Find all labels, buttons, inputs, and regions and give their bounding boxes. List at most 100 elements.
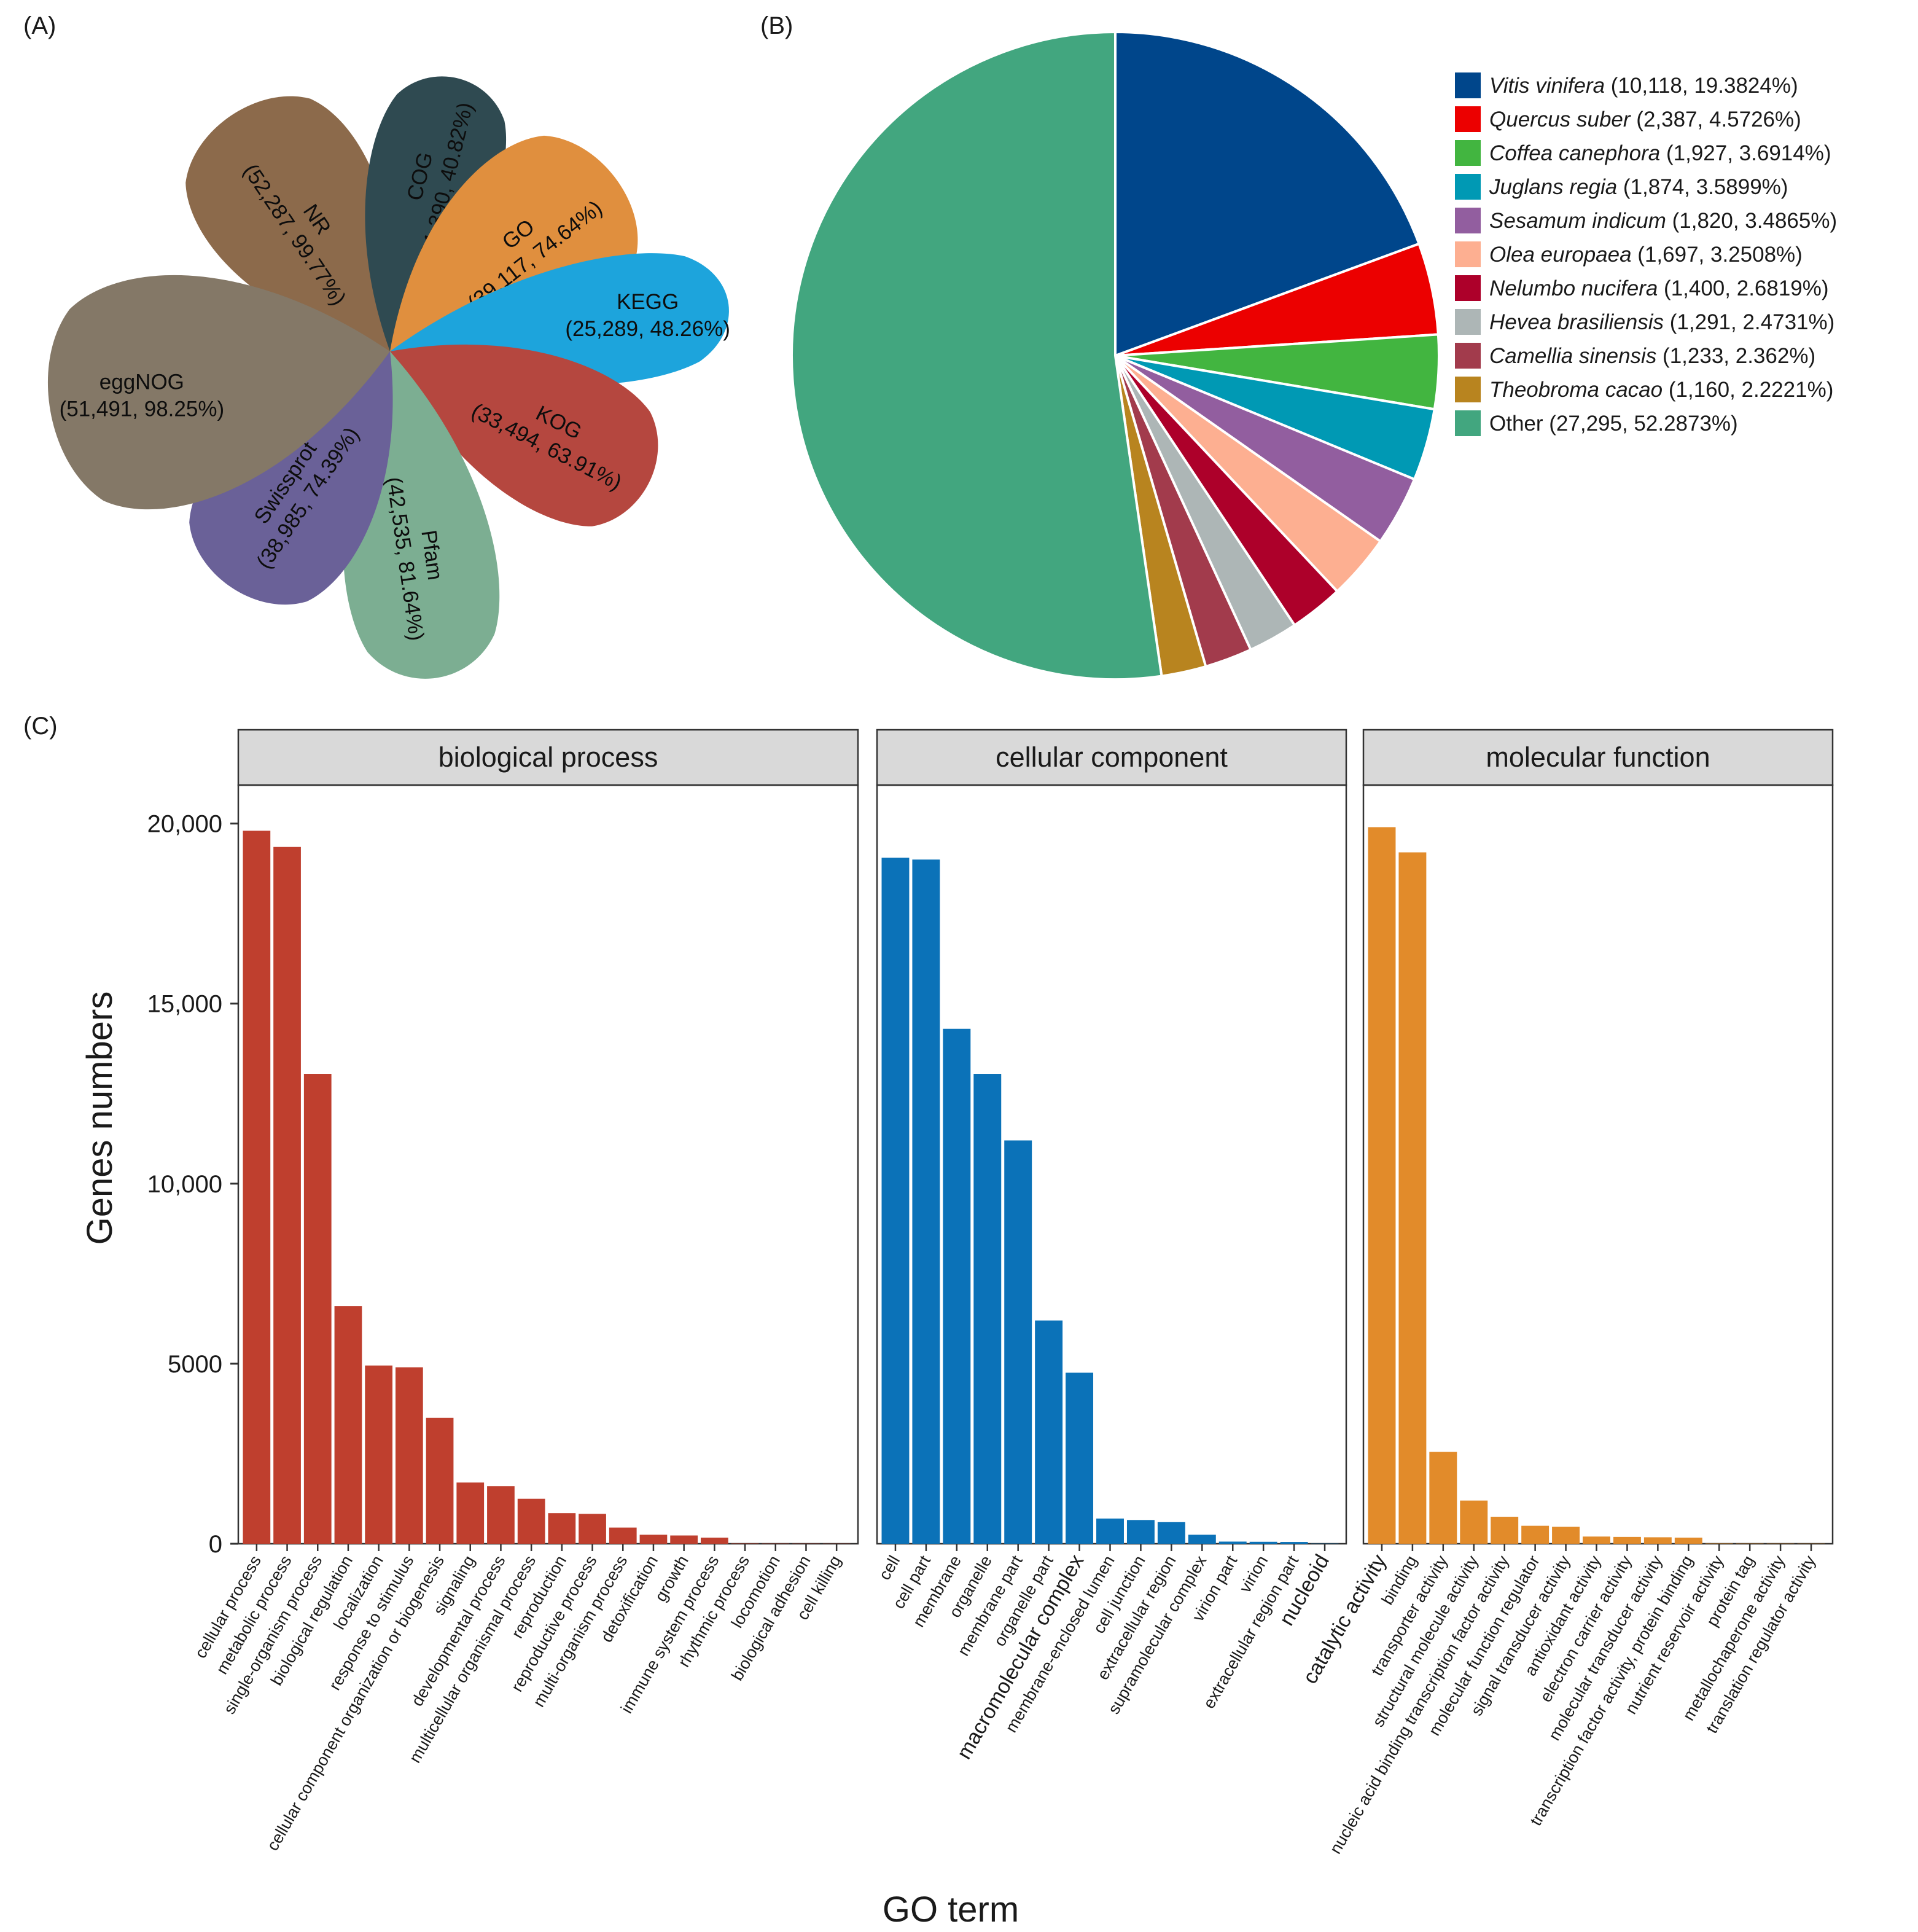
legend-label: Hevea brasiliensis (1,291, 2.4731%) [1489,310,1834,334]
y-tick-label: 15,000 [147,991,222,1018]
bar-cellular-process [243,831,271,1544]
petal-stats-eggnog: (51,491, 98.25%) [60,397,225,421]
petal-shape-cog [365,76,506,351]
bar-signaling [456,1482,485,1544]
legend-item: Hevea brasiliensis (1,291, 2.4731%) [1455,309,1834,335]
legend-swatch [1455,343,1481,369]
pie-slice-other [790,30,1163,681]
bar-virion-part [1218,1541,1247,1544]
legend-swatch [1455,241,1481,267]
x-axis-title: GO term [883,1890,1019,1930]
legend-swatch [1455,377,1481,402]
bar-cell [881,858,910,1544]
bar-supramolecular-complex [1188,1535,1216,1544]
panel-label-a: (A) [23,12,56,39]
petal-kog: KOG(33,494, 63.91%) [390,345,658,526]
y-tick-label: 10,000 [147,1171,222,1198]
legend-label: Coffea canephora (1,927, 3.6914%) [1489,141,1831,165]
legend-item: Theobroma cacao (1,160, 2.2221%) [1455,377,1833,402]
legend-item: Camellia sinensis (1,233, 2.362%) [1455,343,1815,369]
y-tick-label: 5000 [168,1351,222,1378]
facet-strip [1362,729,1834,786]
petal-shape-nr [185,96,395,351]
legend-swatch [1455,140,1481,166]
legend-item: Sesamum indicum (1,820, 3.4865%) [1455,208,1837,233]
legend-swatch [1455,309,1481,335]
facet-panel [1362,784,1834,1545]
bar-developmental-process [487,1486,515,1544]
facet-strip [237,729,859,786]
legend-label: Camellia sinensis (1,233, 2.362%) [1489,344,1815,368]
bar-multicellular-organismal-process [517,1498,545,1544]
bar-macromolecular-complex [1066,1372,1094,1544]
y-tick-label: 0 [209,1531,222,1558]
bar-immune-system-process [700,1538,728,1544]
petal-swissprot: Swissprot(38,985, 74.39%) [189,351,393,605]
legend-swatch [1455,275,1481,301]
bar-transcription-factor-activity-protein-binding [1674,1538,1702,1544]
bar-signal-transducer-activity [1552,1527,1580,1544]
x-tick-label: cell [875,1552,903,1583]
legend-swatch [1455,174,1481,200]
legend-label: Olea europaea (1,697, 3.2508%) [1489,243,1803,267]
pie-slice-vitis-vinifera [1114,30,1421,358]
bar-organelle-part [1035,1320,1063,1544]
bar-metabolic-process [273,847,301,1544]
bar-response-to-stimulus [395,1367,423,1544]
legend-item: Vitis vinifera (10,118, 19.3824%) [1455,72,1798,98]
panel-label-c: (C) [23,713,58,740]
bar-electron-carrier-activity [1613,1536,1641,1544]
bar-reproduction [548,1513,576,1544]
bar-organelle [973,1074,1002,1544]
facet-title: cellular component [996,741,1228,773]
bar-nucleic-acid-binding-transcription-factor-activity [1491,1517,1519,1544]
legend-swatch [1455,106,1481,132]
legend-label: Juglans regia (1,874, 3.5899%) [1489,175,1788,199]
petal-label-kegg: KEGG [617,290,679,314]
bar-membrane [943,1028,971,1544]
legend-swatch [1455,208,1481,233]
bar-cell-junction [1126,1520,1155,1544]
species-pie-chart [790,30,1440,681]
species-legend: Vitis vinifera (10,118, 19.3824%) Quercus… [1455,72,1837,436]
bar-multi-organism-process [609,1527,637,1544]
petal-shape-swissprot [189,351,393,605]
bar-antioxidant-activity [1583,1536,1610,1544]
y-axis-title: Genes numbers [80,991,120,1245]
petal-label-eggnog: eggNOG [99,370,184,394]
bar-membrane-enclosed-lumen [1096,1518,1124,1544]
bar-cellular-component-organization-or-biogenesis [426,1417,454,1544]
facet-title: biological process [439,741,658,773]
bar-growth [670,1535,698,1544]
y-tick-label: 20,000 [147,811,222,838]
legend-label: Sesamum indicum (1,820, 3.4865%) [1489,209,1837,233]
bar-extracellular-region [1157,1522,1185,1544]
legend-label: Nelumbo nucifera (1,400, 2.6819%) [1489,276,1829,300]
petal-stats-kegg: (25,289, 48.26%) [565,317,730,341]
legend-swatch [1455,72,1481,98]
petal-eggnog: eggNOG (51,491, 98.25%) [48,275,390,510]
bar-reproductive-process [579,1514,606,1544]
bar-molecular-function-regulator [1521,1525,1550,1544]
legend-item: Nelumbo nucifera (1,400, 2.6819%) [1455,275,1829,301]
bar-binding [1398,852,1427,1544]
bar-membrane-part [1004,1140,1032,1544]
bar-virion [1249,1541,1277,1544]
legend-item: Quercus suber (2,387, 4.5726%) [1455,106,1801,132]
legend-label: Vitis vinifera (10,118, 19.3824%) [1489,74,1798,98]
legend-label: Quercus suber (2,387, 4.5726%) [1489,108,1801,131]
legend-item: Other (27,295, 52.2873%) [1455,410,1738,436]
bar-detoxification [639,1535,668,1544]
bar-molecular-transducer-activity [1643,1537,1672,1544]
petal-nr: NR(52,287, 99.77%) [185,96,395,351]
petal-chart: NR(52,287, 99.77%) COG(21,390, 40.82%) GO(… [48,76,730,679]
bar-single-organism-process [303,1074,332,1544]
petal-shape-eggnog [48,275,390,510]
legend-item: Juglans regia (1,874, 3.5899%) [1455,174,1788,200]
legend-label: Other (27,295, 52.2873%) [1489,412,1738,436]
panel-label-b: (B) [760,12,793,39]
bar-localization [365,1365,393,1544]
